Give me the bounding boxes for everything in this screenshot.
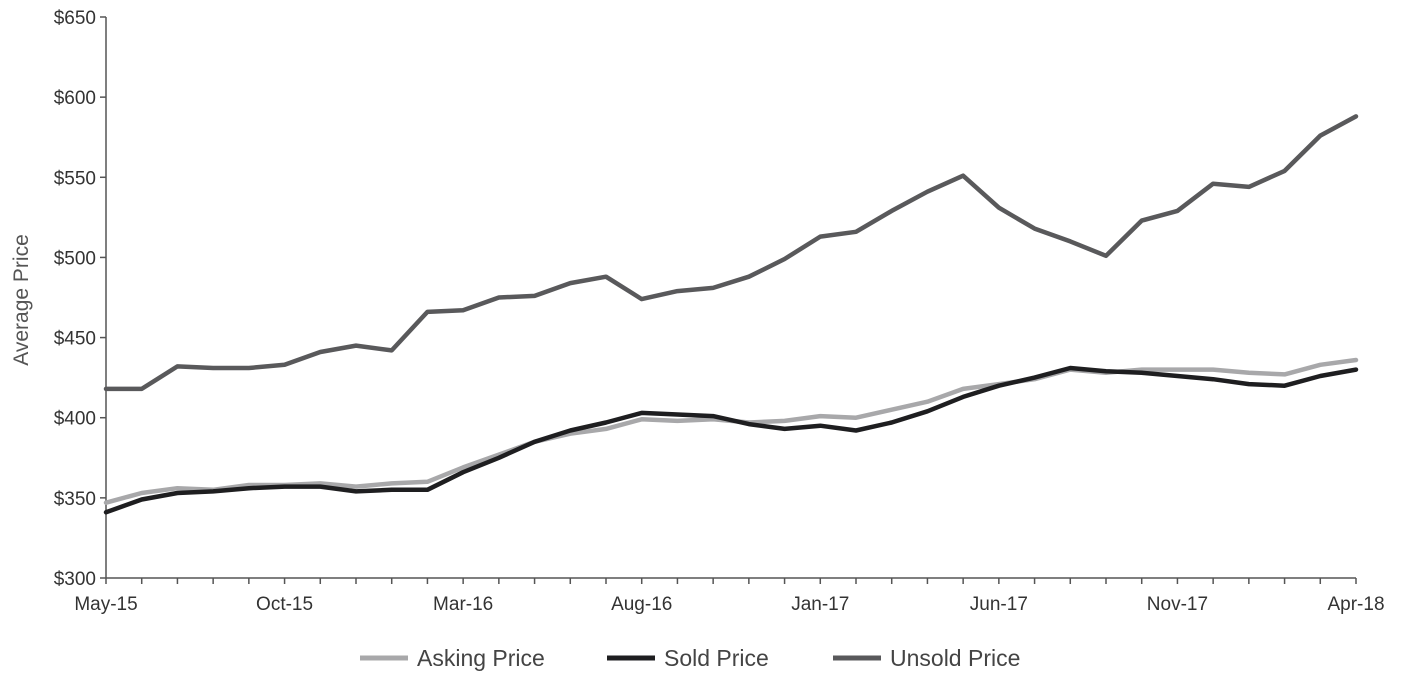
y-tick-label: $550: [54, 168, 96, 189]
x-tick-label: May-15: [74, 594, 137, 615]
legend-label-asking-price: Asking Price: [417, 645, 545, 671]
x-tick-label: Jan-17: [791, 594, 849, 615]
x-tick-label: Nov-17: [1147, 594, 1208, 615]
series-line-asking-price: [103, 357, 1359, 505]
series-line-unsold-price: [103, 114, 1359, 392]
y-axis-title: Average Price: [10, 234, 33, 366]
legend-label-unsold-price: Unsold Price: [890, 645, 1020, 671]
y-tick-label: $600: [54, 88, 96, 109]
x-tick-label: Oct-15: [256, 594, 313, 615]
x-tick-label: Aug-16: [611, 594, 672, 615]
series-line-sold-price: [103, 365, 1359, 515]
y-tick-label: $400: [54, 409, 96, 430]
y-tick-label: $300: [54, 569, 96, 590]
series-lines: [103, 114, 1359, 515]
x-axis: May-15 Oct-15 Mar-16 Aug-16 Jan-17 Jun-17 Nov-…: [74, 577, 1385, 615]
x-tick-label: Jun-17: [970, 594, 1028, 615]
y-tick-label: $450: [54, 329, 96, 350]
legend: Asking Price Sold Price Unsold Price: [360, 645, 1020, 671]
x-tick-label: Mar-16: [433, 594, 493, 615]
legend-label-sold-price: Sold Price: [664, 645, 769, 671]
y-tick-label: $650: [54, 8, 96, 29]
x-tick-label: Apr-18: [1327, 594, 1384, 615]
y-tick-label: $350: [54, 489, 96, 510]
y-tick-label: $500: [54, 248, 96, 269]
y-axis: $300 $350 $400 $450 $500 $550 $600 $650: [54, 8, 107, 590]
